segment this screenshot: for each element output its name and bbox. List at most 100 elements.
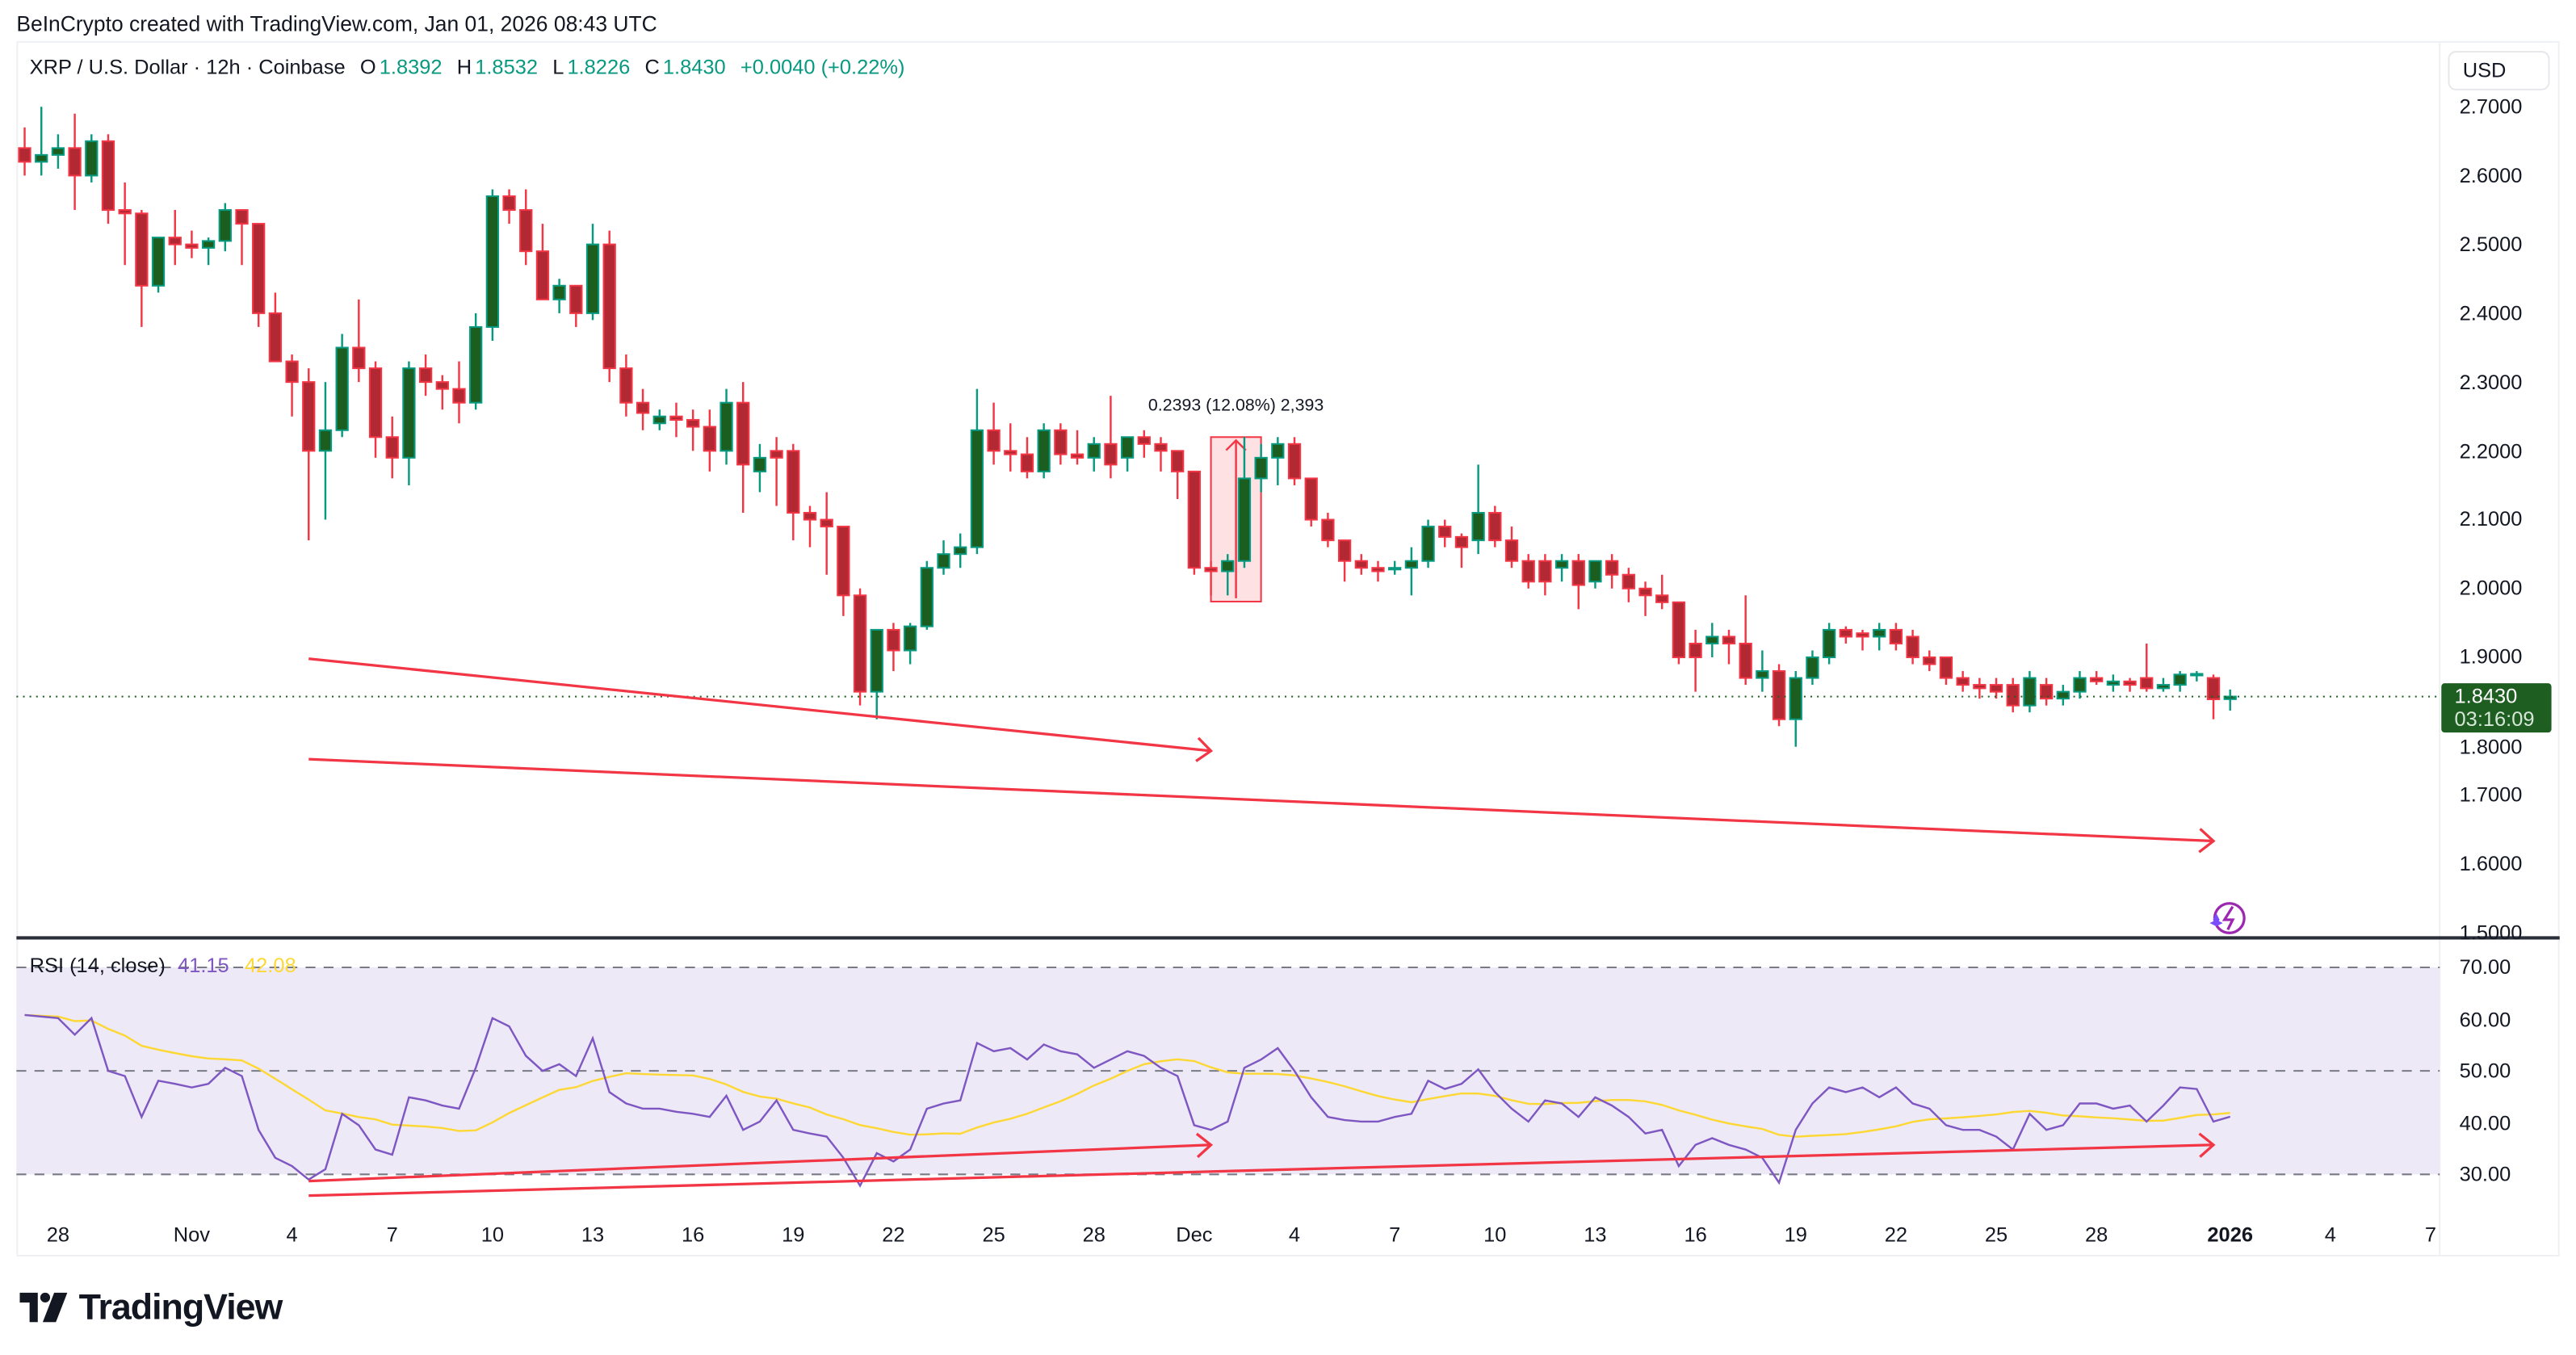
candle [1906,629,1919,665]
candle [1154,437,1168,472]
symbol-name[interactable]: XRP / U.S. Dollar · 12h · Coinbase [29,56,346,79]
change-value: +0.0040 (+0.22%) [740,56,905,79]
candle-body [118,209,132,215]
low-label: L [552,56,564,79]
candle-body [1956,677,1970,686]
price-tick-label: 2.6000 [2459,164,2523,187]
time-tick-label: Dec [1176,1223,1213,1247]
candle-body [1171,450,1185,472]
candle [135,210,149,327]
candle-body [1321,518,1335,542]
candle-body [903,625,917,652]
currency-button[interactable]: USD [2448,51,2550,90]
low-value: 1.8226 [567,56,631,79]
candle [1120,436,1135,472]
candle-body [820,518,833,528]
candle-body [2173,673,2187,686]
time-tick-label: 16 [681,1223,705,1247]
open-label: O [359,56,376,79]
time-tick-label: 22 [1884,1223,1908,1247]
measure-label: 0.2393 (12.08%) 2,393 [1147,396,1324,416]
candle [318,382,333,520]
candle [2206,674,2221,719]
rsi-legend[interactable]: RSI (14, close) 41.15 42.08 [30,954,296,980]
candle-body [1020,453,1034,472]
candle-body [1388,567,1402,571]
candle-body [2190,673,2204,677]
candle [385,416,399,479]
candle [1054,423,1068,465]
candle [535,224,550,300]
candle-body [435,381,449,390]
rsi-line [24,1013,2231,1188]
time-tick-label: 19 [782,1223,805,1247]
candle-body [1371,567,1385,573]
candle [1973,678,1987,699]
candle-body [552,284,566,300]
time-tick-label: 25 [1984,1223,2008,1247]
candle [2190,671,2204,682]
candle-body [285,360,299,384]
candle [2156,678,2171,692]
high-label: H [456,56,472,79]
candle [2056,685,2070,706]
candle [1538,554,1552,596]
candle [937,540,950,575]
candle-body [1237,477,1252,562]
candle-body [636,401,650,414]
candle-body [519,209,533,253]
candle [1504,526,1519,568]
candle-body [1655,594,1669,603]
candle-body [318,429,333,452]
candle-body [268,312,283,363]
tradingview-logo[interactable]: TradingView [19,1286,283,1327]
candle [1020,437,1034,479]
time-tick-label: 4 [1288,1223,1301,1247]
candle [1488,506,1502,547]
candle [669,402,683,438]
candle [1939,656,1953,686]
candle [1471,464,1485,555]
candle-body [770,450,783,459]
candle-body [385,436,399,459]
candle-body [753,456,767,472]
candle-body [51,147,65,156]
time-tick-label: 19 [1784,1223,1807,1247]
candle-body [402,367,416,459]
candle [703,409,716,472]
candle-body [1054,429,1068,455]
close-label: C [644,56,660,79]
candle-body [1806,656,1819,679]
candle [1287,437,1302,485]
candle [1221,554,1235,596]
rsi-ma-value: 42.08 [244,954,296,978]
candle [803,506,817,547]
candle [1137,430,1151,458]
candle-body [1521,560,1535,583]
candle-body [1538,560,1552,583]
candle [1204,560,1218,596]
candle [837,526,850,616]
candle-body [1705,636,1719,644]
candle [970,388,984,555]
time-tick-label: 7 [2424,1223,2437,1247]
candle [1873,623,1886,651]
candle [1388,560,1402,575]
candle [1521,554,1535,589]
candle [1956,671,1970,692]
candle [1756,650,1769,692]
candle [619,354,633,417]
candle [18,127,31,176]
candle-body [736,401,750,466]
candle-body [1989,684,2003,693]
price-tick-label: 1.7000 [2459,783,2523,807]
candle-body [68,147,82,177]
candle [1004,423,1017,472]
candle [35,107,48,176]
candle [585,224,600,321]
candle-body [368,367,383,438]
candle [636,388,650,430]
candle [2173,671,2187,692]
candle-body [101,140,115,212]
